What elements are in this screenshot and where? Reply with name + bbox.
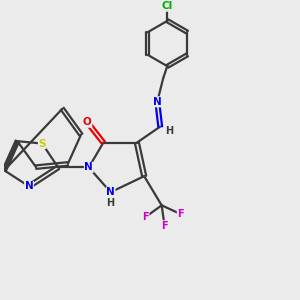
Text: N: N	[153, 97, 162, 107]
Text: Cl: Cl	[162, 1, 173, 11]
Text: F: F	[142, 212, 149, 222]
Text: N: N	[84, 162, 93, 172]
Text: N: N	[25, 182, 33, 191]
Text: F: F	[177, 209, 184, 219]
Text: S: S	[38, 139, 46, 148]
Text: H: H	[166, 126, 174, 136]
Text: H: H	[106, 198, 114, 208]
Text: F: F	[161, 221, 168, 231]
Text: O: O	[83, 117, 92, 127]
Text: N: N	[106, 187, 115, 197]
